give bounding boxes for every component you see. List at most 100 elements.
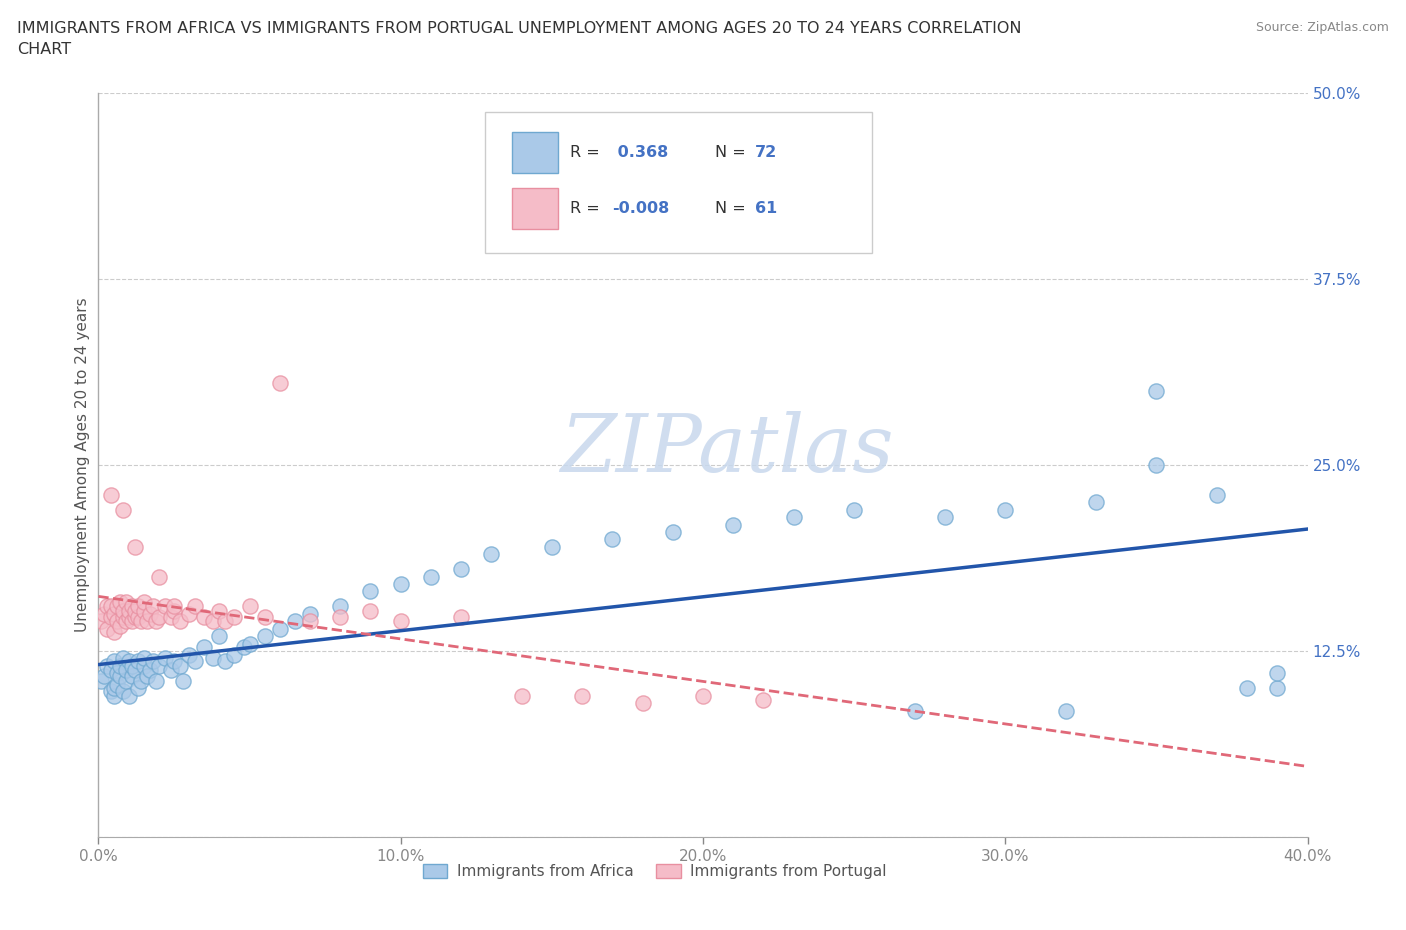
Point [783, 510, 806, 525]
Point [208, 604, 231, 618]
Point [1236, 681, 1258, 696]
Point [100, 487, 122, 502]
Point [214, 614, 236, 629]
Point [129, 673, 152, 688]
Point [148, 658, 170, 673]
Text: R =: R = [569, 201, 605, 216]
Point [100, 609, 122, 624]
Point [1144, 383, 1167, 398]
Point [127, 654, 149, 669]
Text: 0.368: 0.368 [613, 145, 669, 160]
Point [239, 599, 262, 614]
Point [132, 604, 155, 618]
Point [148, 609, 170, 624]
Point [172, 673, 194, 688]
Point [269, 621, 291, 636]
Point [179, 648, 201, 663]
Point [208, 629, 231, 644]
Point [103, 654, 125, 669]
Point [100, 599, 122, 614]
Point [121, 669, 143, 684]
Point [108, 594, 131, 609]
Point [114, 663, 136, 678]
Point [202, 651, 225, 666]
Point [93, 669, 115, 684]
FancyBboxPatch shape [485, 112, 872, 253]
Point [329, 599, 352, 614]
Point [135, 614, 157, 629]
Point [118, 604, 141, 618]
Point [329, 609, 352, 624]
Y-axis label: Unemployment Among Ages 20 to 24 years: Unemployment Among Ages 20 to 24 years [75, 298, 90, 632]
Point [153, 651, 176, 666]
Point [111, 684, 134, 698]
Point [934, 510, 956, 525]
Point [360, 584, 382, 599]
Point [540, 539, 562, 554]
Point [127, 609, 149, 624]
Point [108, 669, 131, 684]
Point [139, 663, 162, 678]
Point [111, 502, 134, 517]
Text: 72: 72 [755, 145, 778, 160]
Point [132, 594, 155, 609]
Point [169, 614, 191, 629]
Point [184, 654, 207, 669]
Point [1054, 703, 1077, 718]
Text: CHART: CHART [17, 42, 70, 57]
Point [193, 609, 215, 624]
Point [121, 599, 143, 614]
Point [114, 614, 136, 629]
Point [100, 684, 122, 698]
Point [1267, 666, 1289, 681]
Point [142, 654, 165, 669]
Point [105, 614, 128, 629]
Point [105, 678, 128, 693]
Point [124, 663, 146, 678]
Point [90, 614, 112, 629]
Point [602, 532, 624, 547]
Text: N =: N = [716, 145, 751, 160]
Point [481, 547, 503, 562]
Point [232, 639, 254, 654]
Point [127, 599, 149, 614]
Point [108, 618, 131, 633]
Point [163, 599, 186, 614]
Point [153, 599, 176, 614]
Point [169, 658, 191, 673]
Point [994, 502, 1017, 517]
Point [103, 606, 125, 621]
Point [420, 569, 443, 584]
Point [163, 654, 186, 669]
Point [184, 599, 207, 614]
Point [108, 658, 131, 673]
Point [124, 604, 146, 618]
Point [360, 604, 382, 618]
Point [214, 654, 236, 669]
Point [1144, 458, 1167, 472]
Point [132, 658, 155, 673]
Point [96, 599, 118, 614]
Point [450, 562, 472, 577]
Text: IMMIGRANTS FROM AFRICA VS IMMIGRANTS FROM PORTUGAL UNEMPLOYMENT AMONG AGES 20 TO: IMMIGRANTS FROM AFRICA VS IMMIGRANTS FRO… [17, 21, 1021, 36]
Point [124, 539, 146, 554]
FancyBboxPatch shape [512, 188, 558, 229]
Point [299, 614, 322, 629]
Point [111, 604, 134, 618]
Point [193, 639, 215, 654]
Point [179, 606, 201, 621]
Text: -0.008: -0.008 [613, 201, 669, 216]
Point [145, 673, 167, 688]
Point [118, 688, 141, 703]
Point [631, 696, 654, 711]
Point [118, 654, 141, 669]
Point [224, 609, 246, 624]
Point [202, 614, 225, 629]
Point [103, 688, 125, 703]
Point [284, 614, 307, 629]
Point [904, 703, 927, 718]
Point [111, 651, 134, 666]
Point [121, 658, 143, 673]
Point [145, 614, 167, 629]
Point [450, 609, 472, 624]
